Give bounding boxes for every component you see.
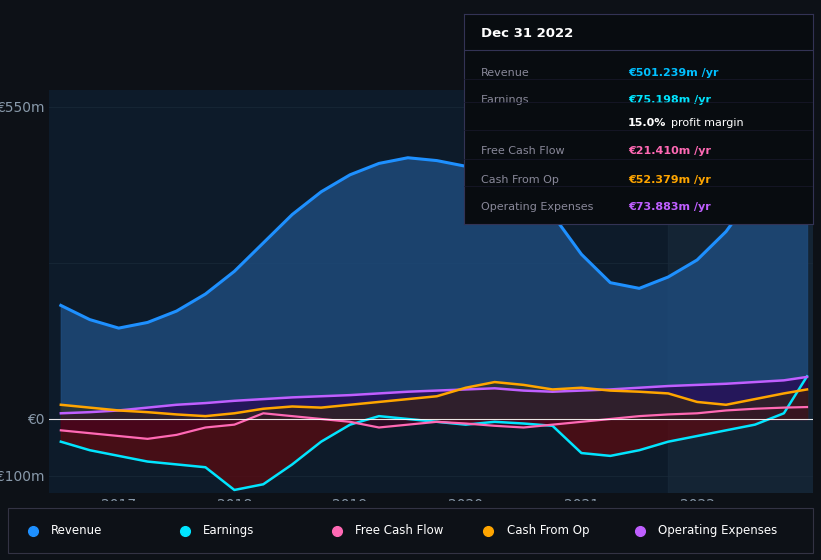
Text: Operating Expenses: Operating Expenses [658, 524, 777, 537]
Text: €73.883m /yr: €73.883m /yr [628, 202, 711, 212]
Text: Cash From Op: Cash From Op [481, 175, 559, 185]
Text: profit margin: profit margin [672, 118, 744, 128]
Text: Revenue: Revenue [51, 524, 103, 537]
Text: Earnings: Earnings [203, 524, 255, 537]
Text: Revenue: Revenue [481, 68, 530, 78]
Text: €52.379m /yr: €52.379m /yr [628, 175, 711, 185]
Text: 15.0%: 15.0% [628, 118, 666, 128]
Text: Cash From Op: Cash From Op [507, 524, 589, 537]
Bar [668, 90, 813, 493]
Text: Free Cash Flow: Free Cash Flow [355, 524, 443, 537]
Text: €75.198m /yr: €75.198m /yr [628, 95, 711, 105]
Text: Earnings: Earnings [481, 95, 530, 105]
Text: Dec 31 2022: Dec 31 2022 [481, 27, 574, 40]
Text: €501.239m /yr: €501.239m /yr [628, 68, 718, 78]
Text: Operating Expenses: Operating Expenses [481, 202, 594, 212]
Text: Free Cash Flow: Free Cash Flow [481, 146, 565, 156]
Text: €21.410m /yr: €21.410m /yr [628, 146, 711, 156]
